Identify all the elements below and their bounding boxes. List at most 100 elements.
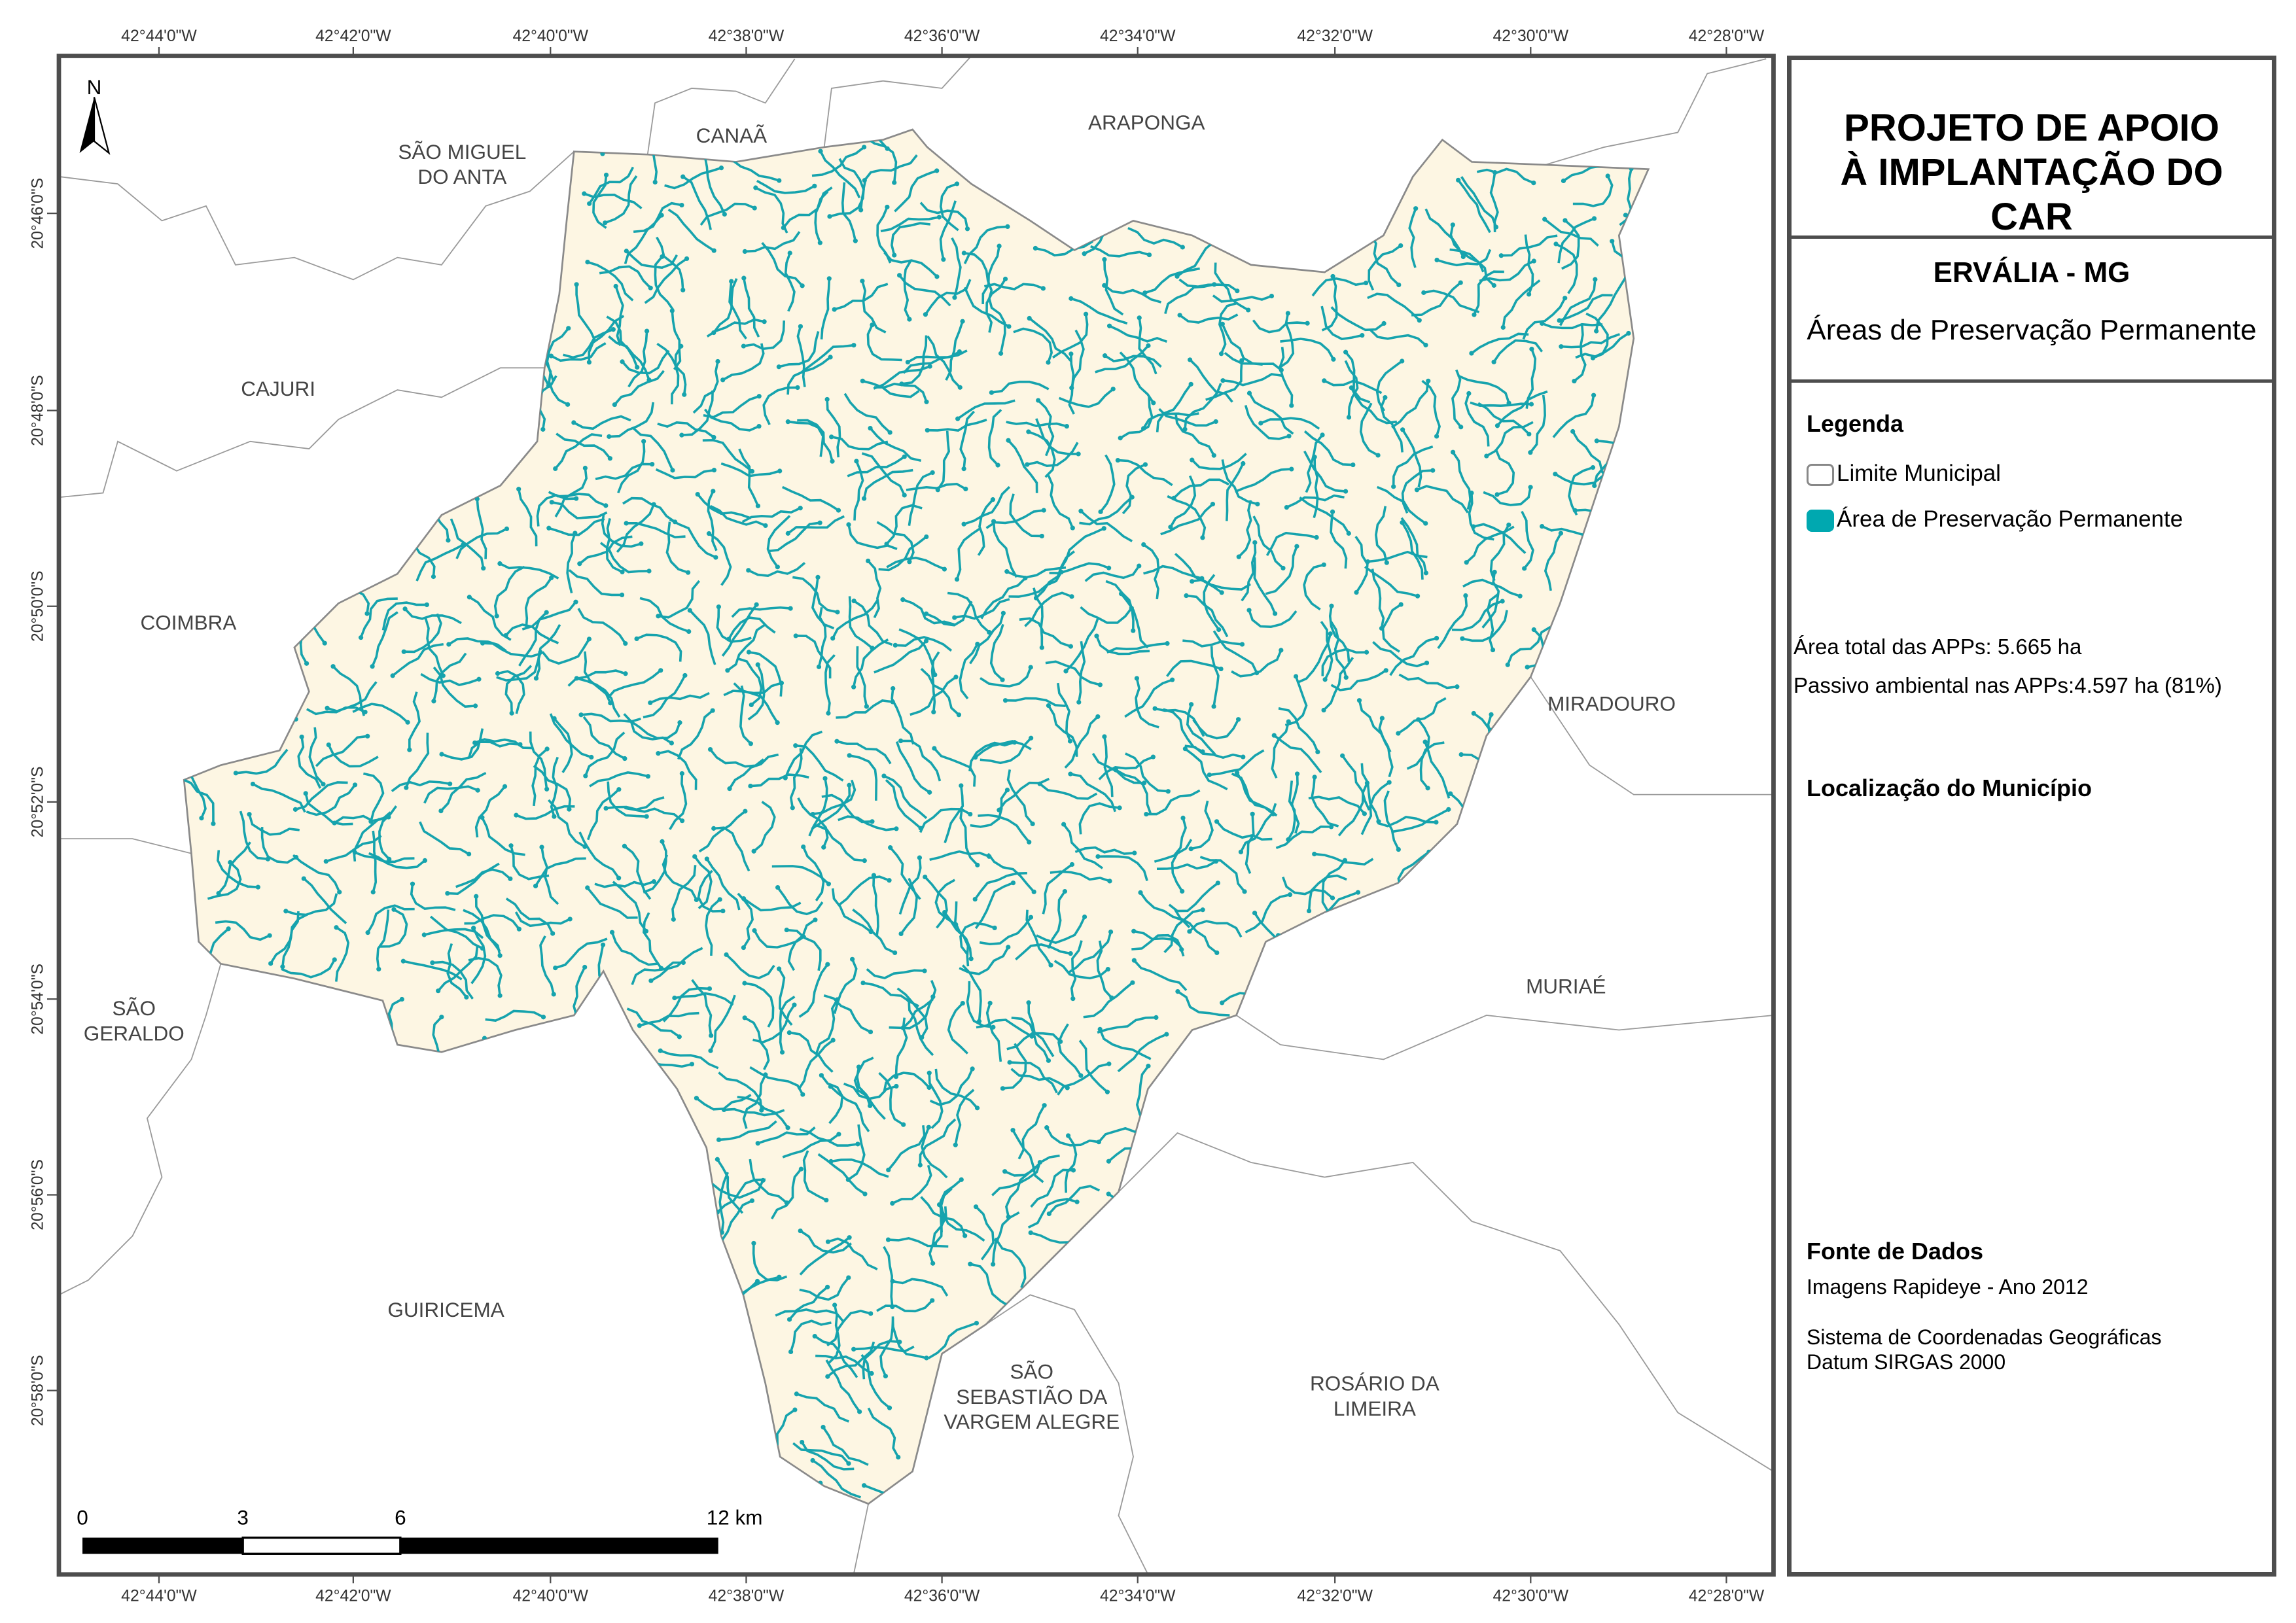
legend-swatch (1807, 509, 1834, 532)
stream-endpoint (883, 1373, 889, 1379)
stream-endpoint (998, 351, 1004, 356)
stream-segment (838, 815, 897, 831)
stream-endpoint (1434, 257, 1439, 263)
stream-endpoint (586, 637, 592, 642)
stream-segment (939, 1178, 963, 1232)
stream-segment (1330, 306, 1385, 332)
stream-endpoint (544, 746, 550, 752)
stream-segment (1212, 630, 1258, 674)
stream-endpoint (1061, 822, 1067, 827)
stream-endpoint (573, 531, 578, 536)
stream-segment (980, 577, 1027, 620)
stream-endpoint (987, 1000, 993, 1005)
stream-segment (568, 568, 622, 597)
stream-endpoint (250, 781, 256, 787)
stream-endpoint (1458, 752, 1464, 758)
stream-endpoint (963, 1233, 968, 1238)
stream-segment (822, 1426, 869, 1466)
stream-segment (819, 150, 861, 199)
stream-endpoint (424, 602, 429, 608)
stream-endpoint (216, 890, 221, 896)
stream-endpoint (997, 243, 1002, 249)
stream-endpoint (1522, 566, 1527, 571)
stream-segment (1248, 393, 1294, 435)
stream-segment (1083, 981, 1134, 1019)
stream-segment (616, 504, 655, 553)
stream-segment (359, 597, 398, 638)
stream-endpoint (721, 1107, 727, 1113)
stream-segment (586, 886, 638, 919)
stream-segment (405, 732, 430, 788)
stream-segment (1360, 763, 1380, 822)
stream-endpoint (582, 465, 588, 471)
stream-endpoint (589, 754, 594, 760)
stream-endpoint (952, 295, 957, 300)
stream-endpoint (1531, 258, 1536, 264)
stream-segment (812, 1459, 862, 1499)
stream-endpoint (887, 1405, 892, 1410)
stream-segment (720, 462, 781, 478)
stream-segment (655, 468, 715, 480)
stream-segment (315, 735, 368, 767)
stream-endpoint (795, 385, 800, 391)
stream-segment (567, 669, 626, 687)
stream-endpoint (516, 926, 521, 932)
stream-endpoint (816, 664, 822, 669)
longitude-label: 42°42'0"W (315, 1587, 391, 1605)
stream-segment (626, 1007, 680, 1038)
stream-segment (1496, 390, 1548, 427)
stream-segment (1329, 620, 1347, 678)
stream-segment (658, 750, 698, 790)
stream-endpoint (729, 279, 734, 284)
stream-endpoint (1068, 644, 1074, 649)
stream-segment (750, 773, 809, 788)
stream-endpoint (1006, 438, 1011, 443)
stream-endpoint (724, 952, 729, 957)
stream-endpoint (1182, 746, 1188, 752)
apps-total-area: Área total das APPs: 5.665 ha (1793, 635, 2082, 659)
stream-endpoint (830, 636, 836, 641)
neighbor-label: LIMEIRA (1333, 1397, 1416, 1420)
stream-endpoint (1557, 318, 1562, 323)
longitude-label: 42°32'0"W (1297, 27, 1373, 45)
stream-endpoint (1000, 1086, 1006, 1091)
stream-endpoint (818, 148, 823, 154)
stream-segment (852, 908, 896, 954)
stream-endpoint (1321, 707, 1326, 713)
stream-segment (1419, 741, 1445, 789)
stream-endpoint (1028, 665, 1033, 670)
stream-segment (548, 491, 607, 507)
longitude-label: 42°42'0"W (315, 27, 391, 45)
stream-segment (674, 992, 734, 1006)
stream-segment (665, 521, 689, 574)
stream-endpoint (1164, 1032, 1169, 1037)
stream-endpoint (725, 668, 730, 673)
stream-endpoint (648, 978, 654, 983)
stream-endpoint (565, 402, 571, 407)
stream-segment (920, 1196, 966, 1236)
stream-segment (891, 222, 931, 256)
stream-endpoint (368, 819, 374, 824)
stream-endpoint (1269, 293, 1275, 299)
stream-segment (608, 335, 650, 381)
stream-segment (694, 856, 713, 909)
stream-segment (1027, 1198, 1078, 1229)
stream-segment (1090, 245, 1150, 258)
stream-endpoint (1082, 914, 1087, 920)
stream-segment (797, 419, 834, 462)
stream-endpoint (866, 558, 871, 564)
stream-segment (669, 518, 716, 559)
stream-segment (841, 182, 857, 241)
stream-endpoint (334, 925, 339, 930)
stream-endpoint (787, 251, 792, 256)
stream-segment (1524, 234, 1534, 295)
stream-endpoint (1286, 719, 1291, 724)
stream-endpoint (645, 328, 650, 334)
stream-segment (1303, 450, 1346, 493)
stream-segment (577, 608, 627, 644)
stream-endpoint (1236, 554, 1241, 559)
stream-segment (1209, 749, 1265, 777)
stream-endpoint (956, 712, 962, 718)
stream-endpoint (1070, 1168, 1076, 1173)
stream-endpoint (1023, 576, 1028, 581)
